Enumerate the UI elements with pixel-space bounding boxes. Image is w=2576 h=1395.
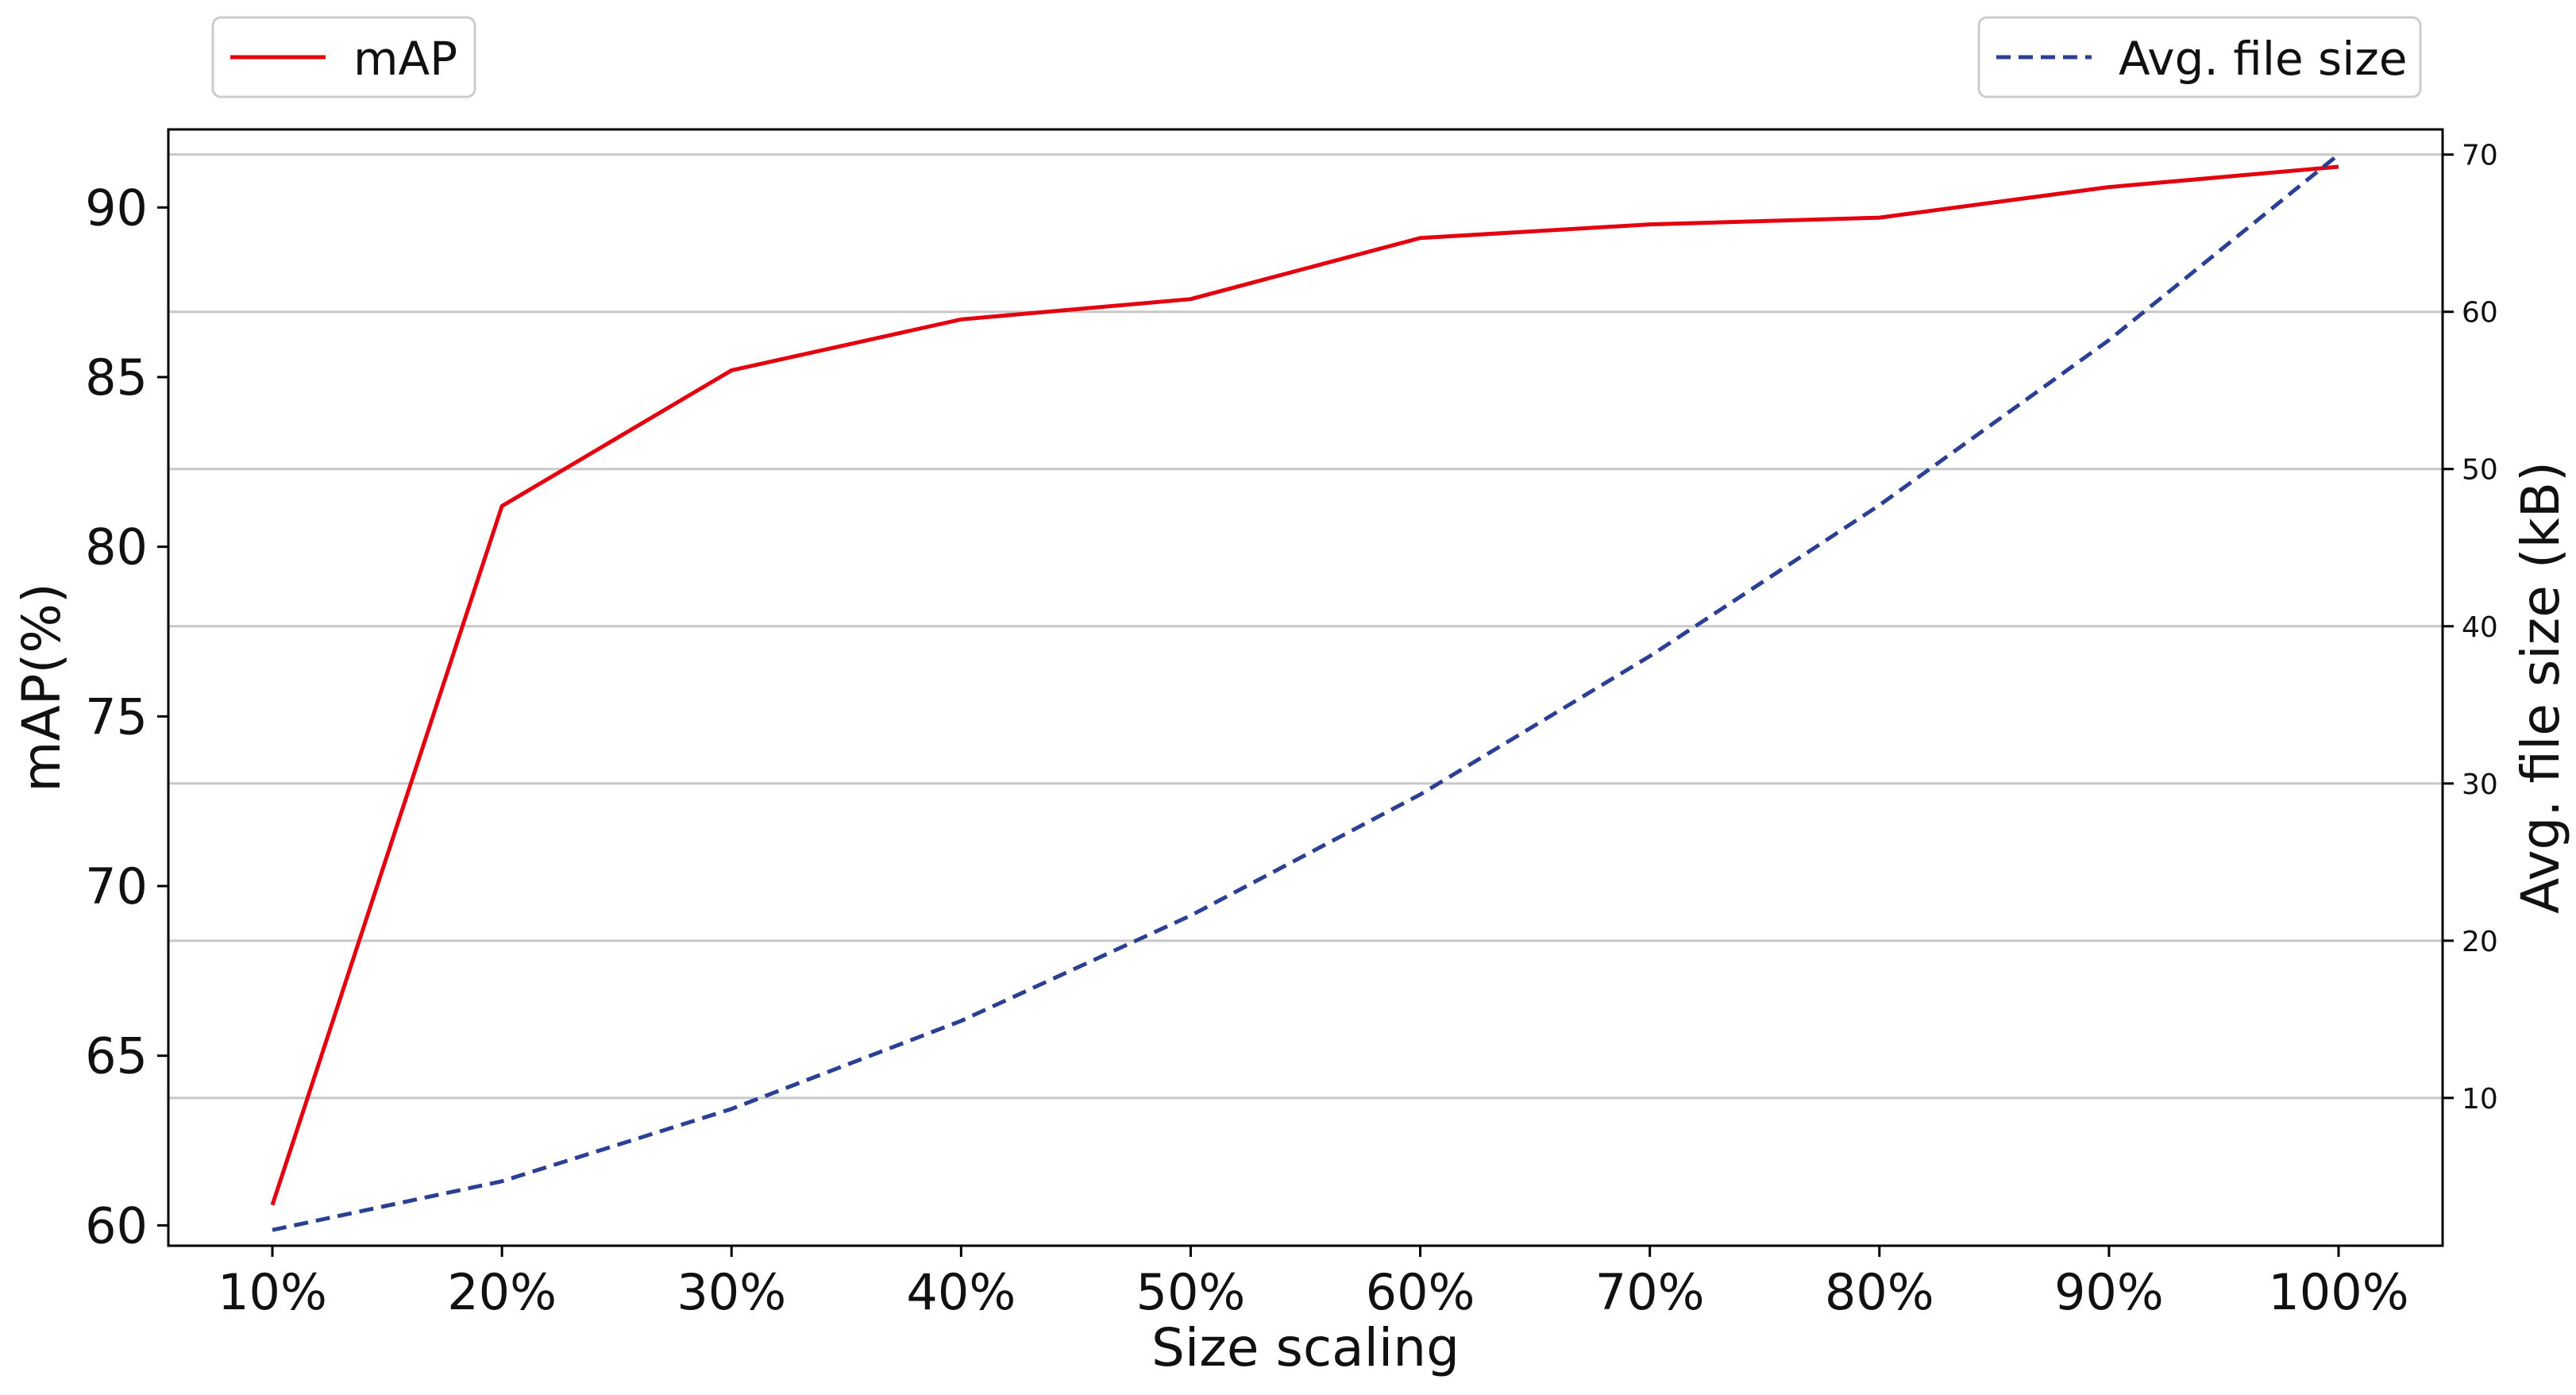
series-1-point-9 [2337, 152, 2341, 156]
x-tick-label-7: 80% [1825, 1263, 1934, 1321]
y-axis-left-label: mAP(%) [11, 583, 72, 792]
series-1-point-1 [500, 1179, 504, 1183]
series-0-point-2 [730, 368, 734, 372]
series-1-point-3 [959, 1019, 963, 1023]
series-1-point-0 [271, 1228, 275, 1232]
series-file-size-layer [271, 152, 2341, 1232]
series-0-point-4 [1189, 297, 1193, 301]
y2-tick-label-2: 30 [2462, 769, 2498, 801]
series-line-file-size [272, 152, 2340, 1232]
series-0-point-7 [1877, 216, 1881, 220]
x-tick-label-9: 100% [2268, 1263, 2408, 1321]
series-0-point-3 [959, 318, 963, 322]
y2-tick-label-5: 60 [2462, 297, 2498, 329]
series-0-point-8 [2107, 185, 2111, 189]
plot-frame [167, 128, 2444, 1247]
x-axis-label: Size scaling [1151, 1317, 1460, 1378]
series-1-point-8 [2107, 338, 2111, 342]
series-1-point-2 [730, 1107, 734, 1111]
x-tick-label-6: 70% [1595, 1263, 1705, 1321]
y-axis-left-ticks: 60 65 70 75 80 85 90 [85, 179, 168, 1254]
x-tick-label-1: 20% [447, 1263, 557, 1321]
y2-tick-label-1: 20 [2462, 926, 2498, 958]
y-tick-label-6: 90 [85, 179, 148, 237]
x-tick-label-5: 60% [1366, 1263, 1475, 1321]
y-tick-label-3: 75 [85, 688, 148, 746]
series-map-layer [270, 164, 2341, 1207]
x-tick-label-3: 40% [906, 1263, 1016, 1321]
y-tick-label-2: 70 [85, 857, 148, 915]
x-tick-label-4: 50% [1136, 1263, 1246, 1321]
y-axis-right-label: Avg. file size (kB) [2510, 461, 2571, 914]
x-tick-label-0: 10% [218, 1263, 327, 1321]
legend-map-label: mAP [353, 32, 457, 86]
legend-map: mAP [211, 16, 476, 98]
series-0-point-5 [1418, 236, 1422, 240]
y2-tick-label-4: 50 [2462, 454, 2498, 487]
legend-map-box [211, 16, 476, 98]
series-0-point-9 [2337, 165, 2341, 169]
series-1-point-4 [1189, 914, 1193, 918]
series-0-point-6 [1648, 222, 1652, 226]
series-0-point-1 [500, 504, 504, 508]
series-line-map [270, 164, 2339, 1206]
gridlines [168, 153, 2443, 1100]
legend-file-size-label: Avg. file size [2119, 32, 2408, 86]
x-tick-label-2: 30% [677, 1263, 786, 1321]
series-0-point-0 [271, 1203, 275, 1207]
y-tick-label-5: 85 [85, 349, 148, 407]
series-1-point-6 [1648, 654, 1652, 658]
legend-file-size-box [1977, 16, 2422, 98]
y2-tick-label-3: 40 [2462, 611, 2498, 644]
y-tick-label-4: 80 [85, 518, 148, 576]
x-axis-ticks: 10% 20% 30% 40% 50% 60% 70% 80% 90% 100% [218, 1246, 2409, 1321]
x-tick-label-8: 90% [2054, 1263, 2164, 1321]
y-axis-right-ticks: 10 20 30 40 50 60 70 [2443, 140, 2498, 1116]
y2-tick-label-6: 70 [2462, 140, 2498, 172]
series-1-point-5 [1418, 792, 1422, 796]
y-tick-label-1: 65 [85, 1027, 148, 1085]
y2-tick-label-0: 10 [2462, 1083, 2498, 1116]
y-tick-label-0: 60 [85, 1197, 148, 1254]
legend-file-size: Avg. file size [1977, 16, 2422, 98]
series-1-point-7 [1877, 503, 1881, 507]
